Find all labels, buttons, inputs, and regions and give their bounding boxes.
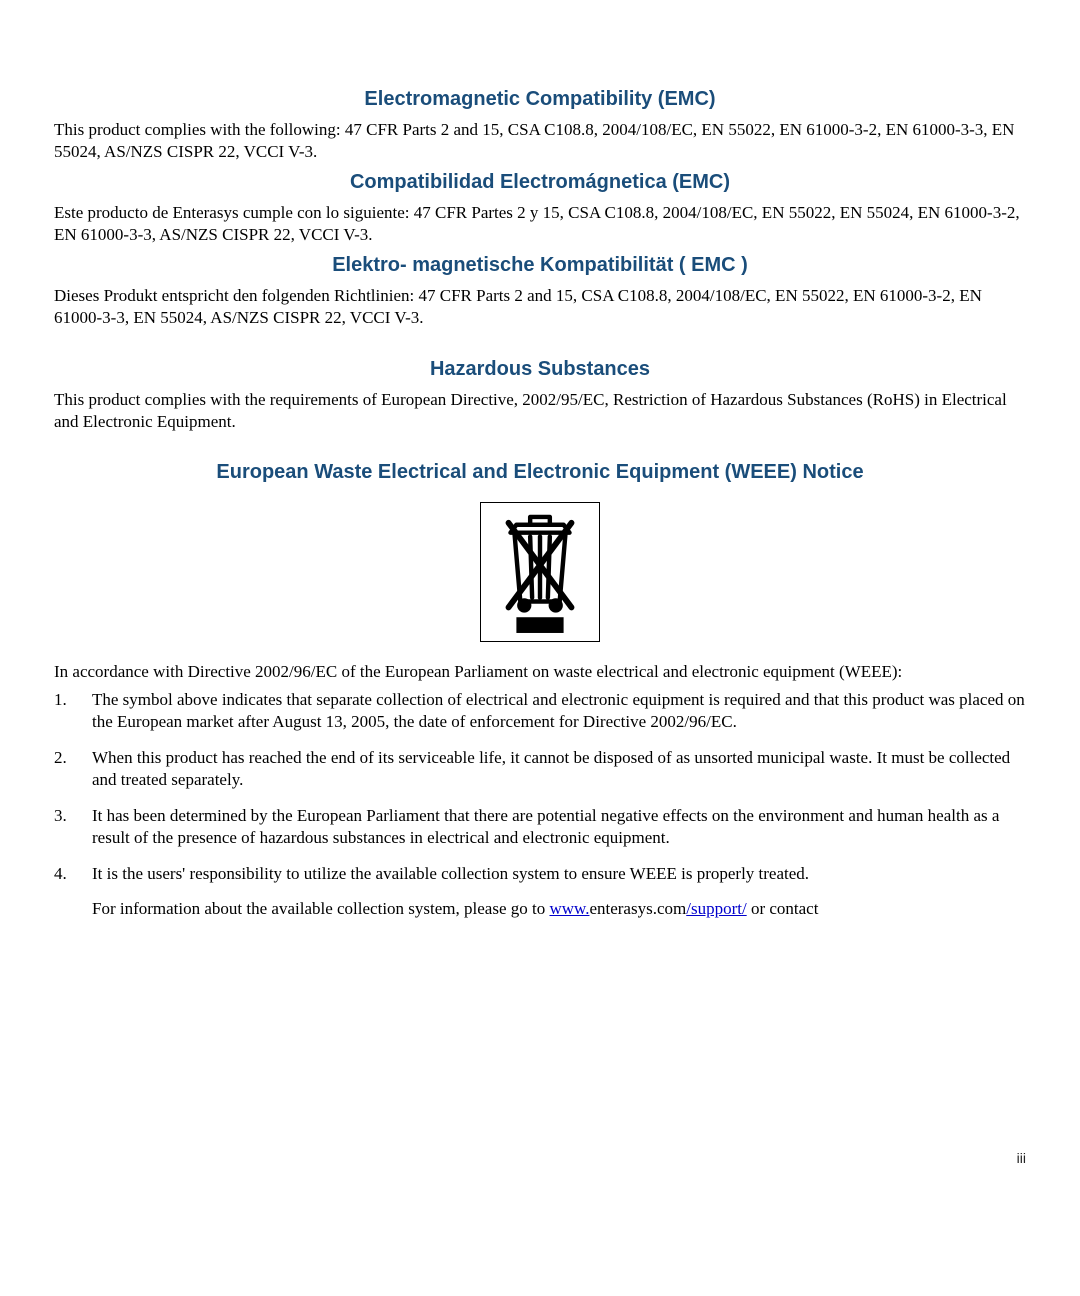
weee-intro: In accordance with Directive 2002/96/EC … [54,661,1026,683]
followup-post: or contact [747,899,819,918]
body-emc-en: This product complies with the following… [54,119,1026,163]
weee-bin-icon [480,502,600,642]
heading-emc-de: Elektro- magnetische Kompatibilität ( EM… [54,254,1026,277]
body-emc-de: Dieses Produkt entspricht den folgenden … [54,285,1026,329]
link-support[interactable]: /support/ [686,899,746,918]
list-item-text: It is the users' responsibility to utili… [92,864,809,883]
list-item-text: It has been determined by the European P… [92,806,999,847]
list-item: The symbol above indicates that separate… [54,689,1026,733]
list-item: It has been determined by the European P… [54,805,1026,849]
list-item: When this product has reached the end of… [54,747,1026,791]
heading-weee: European Waste Electrical and Electronic… [54,461,1026,484]
body-hazardous: This product complies with the requireme… [54,389,1026,433]
heading-emc-en: Electromagnetic Compatibility (EMC) [54,88,1026,111]
followup-pre: For information about the available coll… [92,899,549,918]
link-www[interactable]: www. [549,899,589,918]
heading-emc-es: Compatibilidad Electromágnetica (EMC) [54,171,1026,194]
followup-mid: enterasys.com [589,899,686,918]
weee-list: The symbol above indicates that separate… [54,689,1026,920]
heading-hazardous: Hazardous Substances [54,358,1026,381]
body-emc-es: Este producto de Enterasys cumple con lo… [54,202,1026,246]
list-item-text: The symbol above indicates that separate… [92,690,1025,731]
weee-followup: For information about the available coll… [92,898,1026,920]
list-item-text: When this product has reached the end of… [92,748,1010,789]
list-item: It is the users' responsibility to utili… [54,863,1026,919]
page-number: iii [1017,1150,1026,1166]
weee-symbol-container [54,502,1026,647]
